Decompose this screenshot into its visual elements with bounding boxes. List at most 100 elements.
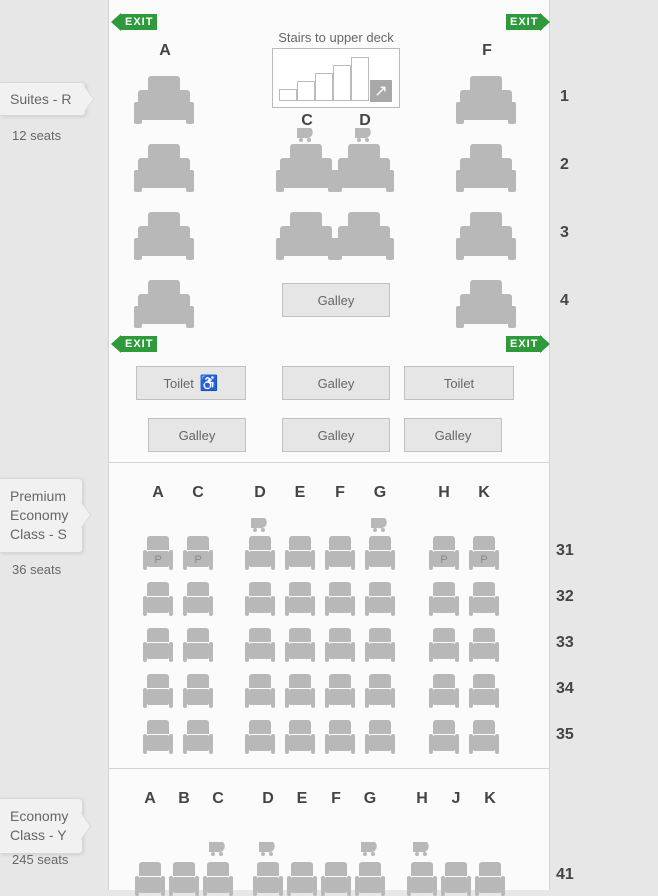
bassinet-icon [295,126,317,142]
seat[interactable] [286,628,314,662]
seat-map: Suites - R 12 seats Premium Economy Clas… [0,0,658,890]
exit-label: EXIT [121,14,157,30]
galley-box: Galley [282,283,390,317]
seat[interactable] [326,674,354,708]
seat[interactable] [430,628,458,662]
class-label-l2: Class - Y [10,827,67,843]
column-header: H [429,484,459,502]
wheelchair-icon: ♿ [200,374,219,392]
seat[interactable] [144,720,172,754]
seat[interactable] [408,862,436,896]
row-number: 2 [560,156,569,174]
row-number: 3 [560,224,569,242]
seat[interactable] [246,628,274,662]
bassinet-icon [353,126,375,142]
seat[interactable]: P [144,536,172,570]
galley-box: Galley [148,418,246,452]
seat[interactable] [286,536,314,570]
row-number: 35 [556,726,574,744]
galley-box: Galley [404,418,502,452]
stairs-arrow-icon: ↗ [370,80,392,102]
section-divider [108,462,550,463]
seat[interactable] [326,628,354,662]
exit-arrow-right-icon [540,13,550,31]
seat[interactable] [430,582,458,616]
seat[interactable] [326,582,354,616]
column-header: D [245,484,275,502]
seat[interactable] [184,674,212,708]
seat[interactable] [286,582,314,616]
suite-seat[interactable] [338,144,390,188]
seat[interactable] [246,674,274,708]
seat[interactable]: P [470,536,498,570]
row-number: 34 [556,680,574,698]
seat[interactable] [204,862,232,896]
suite-seat[interactable] [138,76,190,120]
column-header: H [407,790,437,808]
seat[interactable] [366,720,394,754]
suite-seat[interactable] [280,144,332,188]
seat[interactable] [476,862,504,896]
column-header: A [150,42,180,60]
column-header: C [183,484,213,502]
galley-box: Galley [282,366,390,400]
exit-arrow-left-icon [111,335,121,353]
suite-seat[interactable] [460,212,512,256]
seat[interactable] [246,536,274,570]
seat[interactable] [430,720,458,754]
suite-seat[interactable] [138,212,190,256]
seat[interactable] [366,536,394,570]
seat[interactable] [356,862,384,896]
seat[interactable] [136,862,164,896]
suite-seat[interactable] [138,144,190,188]
seat[interactable] [184,628,212,662]
column-header: K [475,790,505,808]
seat[interactable] [144,674,172,708]
column-header: G [365,484,395,502]
seat[interactable] [246,582,274,616]
seat[interactable] [470,628,498,662]
seat[interactable] [470,674,498,708]
seat[interactable] [366,674,394,708]
seat[interactable]: P [430,536,458,570]
seat[interactable] [184,582,212,616]
seat[interactable]: P [184,536,212,570]
suite-seat[interactable] [280,212,332,256]
class-label-l1: Economy [10,808,68,824]
column-header: J [441,790,471,808]
seat[interactable] [322,862,350,896]
seat[interactable] [288,862,316,896]
column-header: D [253,790,283,808]
seat[interactable] [286,720,314,754]
bassinet-icon [359,840,381,856]
bassinet-icon [369,516,391,532]
suite-seat[interactable] [460,280,512,324]
seat[interactable] [470,582,498,616]
suite-seat[interactable] [338,212,390,256]
toilet-box: Toilet♿ [136,366,246,400]
bassinet-icon [411,840,433,856]
seat[interactable] [170,862,198,896]
seat[interactable] [144,628,172,662]
seat[interactable] [442,862,470,896]
seat[interactable] [366,628,394,662]
seat[interactable] [246,720,274,754]
exit-arrow-right-icon [540,335,550,353]
stairs-label: Stairs to upper deck [256,30,416,45]
seat[interactable] [470,720,498,754]
suite-seat[interactable] [460,144,512,188]
seat-count-economy: 245 seats [12,852,68,867]
seat[interactable] [144,582,172,616]
seat[interactable] [184,720,212,754]
seat[interactable] [254,862,282,896]
column-header: E [287,790,317,808]
bassinet-icon [207,840,229,856]
seat[interactable] [430,674,458,708]
class-tab-suites: Suites - R [0,82,86,116]
suite-seat[interactable] [138,280,190,324]
seat[interactable] [326,536,354,570]
seat[interactable] [326,720,354,754]
seat[interactable] [286,674,314,708]
seat[interactable] [366,582,394,616]
suite-seat[interactable] [460,76,512,120]
